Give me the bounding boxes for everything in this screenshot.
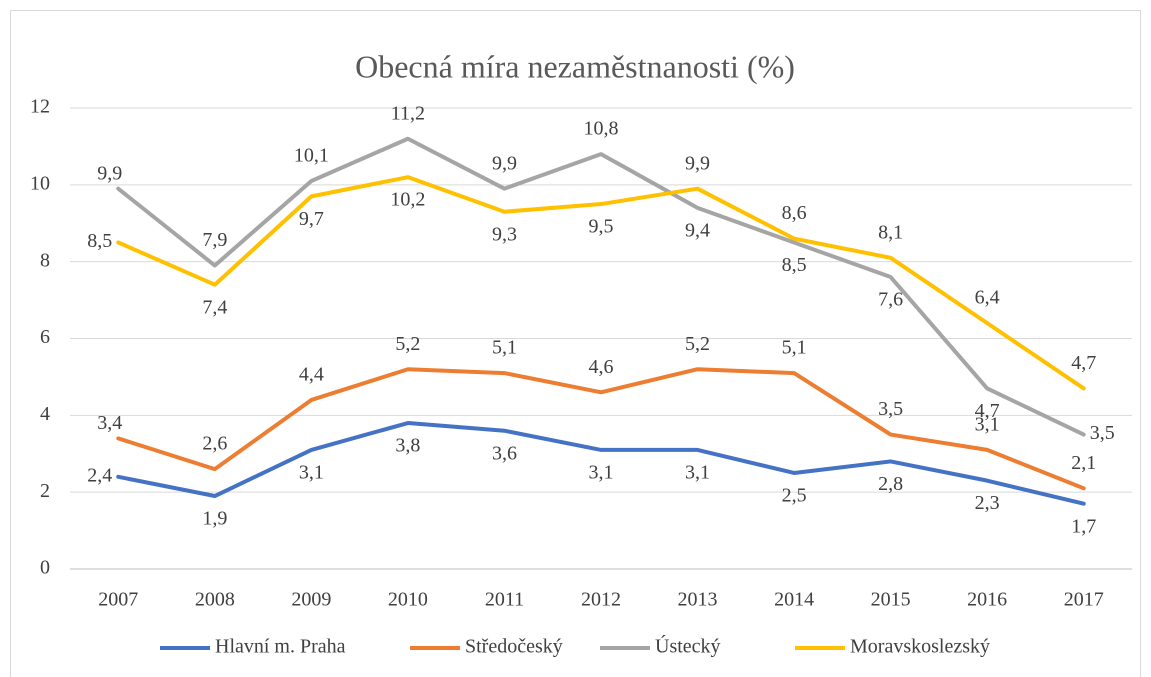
data-label: 2,6 (202, 433, 227, 455)
data-label: 6,4 (975, 287, 1000, 309)
data-label: 2,8 (878, 473, 903, 495)
chart-frame (10, 10, 1141, 677)
x-tick-label: 2009 (291, 589, 331, 611)
chart-title: Obecná míra nezaměstnanosti (%) (355, 48, 795, 84)
legend-label: Moravskoslezský (850, 636, 990, 658)
legend-label: Středočeský (465, 636, 563, 658)
data-label: 9,5 (589, 216, 614, 238)
x-tick-label: 2014 (774, 589, 814, 611)
data-label: 9,3 (492, 223, 517, 245)
y-tick-label: 0 (40, 557, 50, 579)
data-label: 1,7 (1071, 515, 1096, 537)
y-tick-label: 2 (40, 480, 50, 502)
x-tick-label: 2011 (485, 589, 524, 611)
series-line (116, 421, 1086, 506)
data-label: 10,8 (584, 118, 619, 140)
data-label: 3,1 (975, 414, 1000, 436)
series-line (116, 136, 1086, 437)
data-label: 8,1 (878, 221, 903, 243)
legend-label: Ústecký (655, 634, 721, 658)
data-label: 9,9 (492, 152, 517, 174)
data-label: 10,1 (294, 145, 329, 167)
data-label: 7,9 (202, 229, 227, 251)
series-line (116, 367, 1086, 491)
y-tick-label: 10 (30, 172, 50, 194)
data-label: 9,9 (97, 162, 122, 184)
data-label: 2,1 (1071, 452, 1096, 474)
data-label: 5,1 (782, 337, 807, 359)
data-label: 4,6 (589, 356, 614, 378)
data-label: 3,8 (395, 435, 420, 457)
x-tick-label: 2010 (388, 589, 428, 611)
data-label: 2,4 (87, 464, 112, 486)
data-label: 2,5 (782, 485, 807, 507)
data-label: 9,4 (685, 219, 710, 241)
data-label: 3,5 (878, 398, 903, 420)
data-label: 11,2 (391, 102, 425, 124)
x-tick-label: 2016 (967, 589, 1007, 611)
data-label: 10,2 (390, 189, 425, 211)
data-label: 8,5 (782, 254, 807, 276)
x-tick-label: 2015 (871, 589, 911, 611)
data-label: 4,7 (1071, 352, 1096, 374)
legend-label: Hlavní m. Praha (215, 636, 346, 658)
data-label: 3,1 (589, 462, 614, 484)
data-label: 4,4 (299, 364, 324, 386)
data-label: 3,4 (97, 412, 122, 434)
data-label: 3,6 (492, 442, 517, 464)
data-label: 5,2 (685, 333, 710, 355)
data-label: 5,2 (395, 333, 420, 355)
data-label: 8,5 (87, 230, 112, 252)
data-label: 3,1 (685, 462, 710, 484)
data-label: 8,6 (782, 202, 807, 224)
data-label: 3,1 (299, 462, 324, 484)
y-tick-label: 8 (40, 249, 50, 271)
data-label: 1,9 (202, 508, 227, 530)
data-label: 2,3 (975, 492, 1000, 514)
data-label: 5,1 (492, 337, 517, 359)
x-tick-label: 2008 (195, 589, 235, 611)
x-tick-label: 2012 (581, 589, 621, 611)
data-label: 3,5 (1090, 422, 1115, 444)
y-tick-label: 6 (40, 326, 50, 348)
data-label: 4,7 (975, 400, 1000, 422)
x-tick-label: 2013 (678, 589, 718, 611)
y-tick-label: 12 (30, 96, 50, 118)
series-line (116, 175, 1086, 391)
x-tick-label: 2017 (1064, 589, 1104, 611)
y-tick-label: 4 (40, 403, 50, 425)
x-tick-label: 2007 (98, 589, 138, 611)
data-label: 9,7 (299, 208, 324, 230)
data-label: 9,9 (685, 152, 710, 174)
data-label: 7,4 (202, 296, 227, 318)
data-label: 7,6 (878, 289, 903, 311)
